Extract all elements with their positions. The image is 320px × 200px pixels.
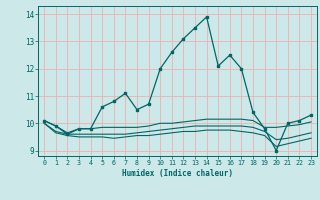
- X-axis label: Humidex (Indice chaleur): Humidex (Indice chaleur): [122, 169, 233, 178]
